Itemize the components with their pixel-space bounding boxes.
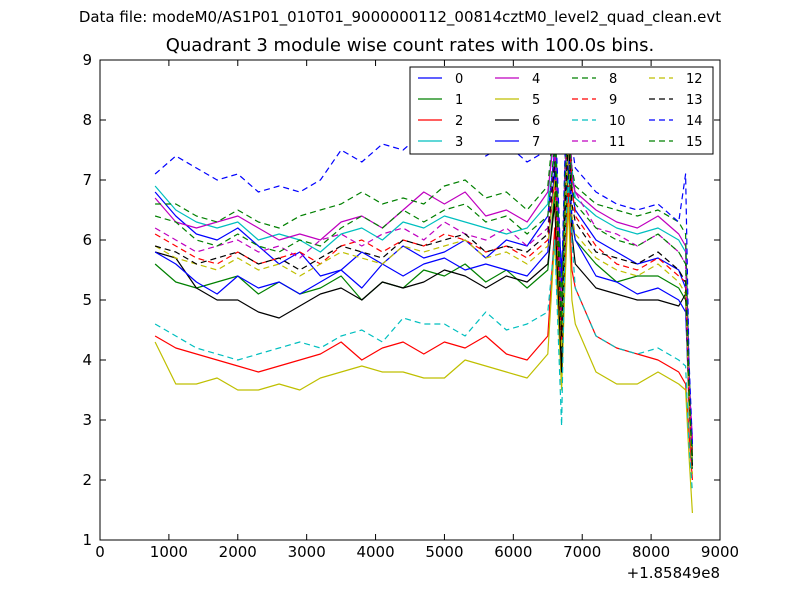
y-tick-label: 6: [82, 231, 92, 249]
series-line-11: [154, 95, 693, 445]
series-line-5: [154, 203, 693, 514]
legend-label-13: 13: [686, 93, 703, 108]
x-tick-label: 0: [95, 543, 105, 561]
x-tick-label: 4000: [356, 543, 394, 561]
y-tick-label: 8: [82, 111, 92, 129]
chart-title: Quadrant 3 module wise count rates with …: [165, 35, 655, 56]
series-line-7: [154, 155, 693, 469]
y-tick-label: 9: [82, 51, 92, 69]
legend-label-10: 10: [609, 114, 626, 129]
series-line-1: [154, 167, 693, 463]
x-tick-label: 5000: [425, 543, 463, 561]
x-tick-label: 1000: [150, 543, 188, 561]
legend-label-7: 7: [532, 135, 540, 150]
legend-label-3: 3: [455, 135, 463, 150]
series-line-13: [154, 137, 693, 469]
series-line-15: [154, 119, 693, 463]
series-line-8: [155, 101, 693, 475]
legend-label-12: 12: [686, 72, 703, 87]
y-tick-label: 5: [82, 291, 92, 309]
legend-label-15: 15: [686, 135, 703, 150]
legend-label-8: 8: [609, 72, 617, 87]
series-line-2: [154, 185, 693, 481]
series-line-9: [154, 107, 693, 457]
x-tick-label: 3000: [288, 543, 326, 561]
series-line-12: [154, 149, 693, 475]
x-tick-label: 7000: [563, 543, 601, 561]
y-tick-label: 1: [82, 531, 92, 549]
series-line-4: [154, 125, 693, 439]
axis-ticks: 0 1000 2000 3000 4000 5000 6000 7000 8000 9000123…: [82, 51, 739, 561]
legend-label-9: 9: [609, 93, 617, 108]
series-line-6: [154, 149, 693, 457]
legend-label-14: 14: [686, 114, 703, 129]
legend-label-6: 6: [532, 114, 540, 129]
plot-lines: [154, 95, 693, 514]
legend-label-1: 1: [455, 93, 463, 108]
figure-supertitle: Data file: modeM0/AS1P01_010T01_90000001…: [78, 8, 722, 26]
x-tick-label: 8000: [632, 543, 670, 561]
legend-label-0: 0: [455, 72, 463, 87]
x-tick-label: 6000: [494, 543, 532, 561]
series-line-0: [154, 143, 693, 445]
legend-label-5: 5: [532, 93, 540, 108]
y-tick-label: 3: [82, 411, 92, 429]
y-tick-label: 7: [82, 171, 92, 189]
x-tick-label: 2000: [219, 543, 257, 561]
legend-box: [409, 66, 714, 155]
y-tick-label: 4: [82, 351, 92, 369]
x-tick-label: 9000: [701, 543, 739, 561]
x-offset-label: +1.85849e8: [627, 564, 720, 582]
legend-label-4: 4: [532, 72, 540, 87]
series-line-10: [154, 179, 693, 493]
legend-label-11: 11: [609, 135, 626, 150]
series-line-3: [154, 107, 693, 451]
y-tick-label: 2: [82, 471, 92, 489]
legend-label-2: 2: [455, 114, 463, 129]
